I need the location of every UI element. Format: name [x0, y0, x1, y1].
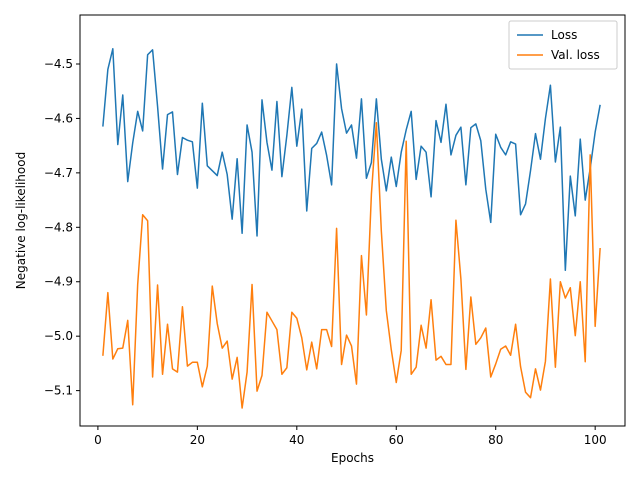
x-axis: 0 20 40 60 80 100 [94, 426, 607, 447]
plot-area [102, 48, 601, 409]
x-axis-label: Epochs [331, 451, 374, 465]
axes-frame [79, 14, 626, 427]
y-tick-label: −5.0 [44, 329, 73, 343]
series-line-val-loss [102, 122, 601, 409]
y-axis-label: Negative log-likelihood [14, 152, 28, 289]
y-tick-label: −4.9 [44, 275, 73, 289]
legend: Loss Val. loss [508, 20, 618, 70]
y-tick-label: −4.8 [44, 220, 73, 234]
legend-box [508, 20, 618, 70]
y-tick-label: −5.1 [44, 384, 73, 398]
y-axis: −5.1 −5.0 −4.9 −4.8 −4.7 −4.6 −4.5 [44, 57, 80, 398]
x-tick-label: 20 [190, 433, 205, 447]
y-tick-label: −4.6 [44, 111, 73, 125]
x-tick-label: 100 [584, 433, 607, 447]
y-tick-label: −4.7 [44, 166, 73, 180]
x-tick-label: 60 [389, 433, 404, 447]
x-tick-label: 40 [289, 433, 304, 447]
y-tick-label: −4.5 [44, 57, 73, 71]
x-tick-label: 80 [488, 433, 503, 447]
legend-label: Val. loss [551, 48, 600, 62]
series-line-loss [102, 48, 601, 272]
x-tick-label: 0 [94, 433, 102, 447]
legend-label: Loss [551, 28, 577, 42]
